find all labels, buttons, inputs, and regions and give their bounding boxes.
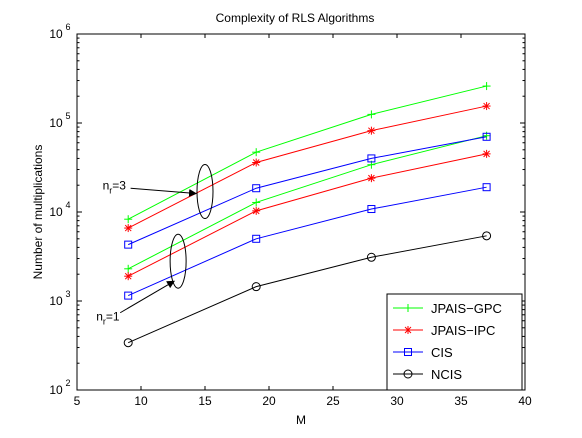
data-point	[367, 154, 376, 163]
x-tick-label: 30	[390, 394, 404, 408]
annotation-arrow	[130, 187, 197, 197]
data-point	[367, 205, 376, 214]
data-point	[367, 110, 376, 119]
x-tick-label: 5	[74, 394, 81, 408]
series-line	[127, 85, 487, 220]
svg-text:3: 3	[65, 289, 70, 299]
series-line	[127, 153, 487, 277]
legend-marker	[403, 369, 413, 379]
data-point	[252, 198, 261, 207]
legend-label: CIS	[431, 345, 453, 360]
data-point	[482, 82, 491, 91]
annotation-ellipse	[169, 233, 187, 289]
data-point	[482, 102, 491, 111]
x-tick-label: 40	[518, 394, 532, 408]
y-tick-label: 10 5	[49, 111, 70, 130]
svg-text:10: 10	[49, 383, 63, 397]
y-tick-label: 10 4	[49, 200, 70, 219]
data-point	[124, 240, 133, 249]
legend: JPAIS−GPC JPAIS−IPC CIS NCIS	[386, 293, 523, 391]
legend-item: JPAIS−GPC	[393, 301, 502, 316]
y-tick-label: 10 6	[49, 22, 70, 41]
series-line	[127, 186, 487, 297]
series-cis-4	[124, 132, 491, 249]
data-point	[252, 148, 261, 157]
legend-label: NCIS	[431, 367, 462, 382]
annotation-arrow	[119, 280, 175, 314]
svg-text:2: 2	[65, 378, 70, 388]
legend-label: JPAIS−GPC	[431, 301, 502, 316]
legend-marker	[404, 304, 412, 312]
data-point	[252, 184, 261, 193]
legend-marker	[404, 326, 412, 334]
series-jpais-gpc-0	[124, 82, 491, 224]
svg-text:5: 5	[65, 111, 70, 121]
svg-text:10: 10	[49, 205, 63, 219]
series-line	[127, 136, 487, 246]
legend-marker	[404, 348, 412, 356]
series-line	[127, 235, 487, 344]
annotation-ellipse	[196, 163, 214, 219]
svg-text:4: 4	[65, 200, 70, 210]
svg-text:10: 10	[49, 116, 63, 130]
data-point	[482, 132, 491, 141]
legend-item: NCIS	[393, 367, 462, 382]
annotation-nr-1: nr=1	[96, 233, 187, 327]
annotation-label: nr=1	[96, 310, 120, 327]
y-axis-label: Number of multiplications	[31, 145, 45, 280]
x-axis-label: M	[296, 413, 306, 427]
data-point	[251, 282, 261, 292]
legend-item: JPAIS−IPC	[393, 323, 495, 338]
x-tick-label: 35	[454, 394, 468, 408]
annotation-nr-0: nr=3	[103, 163, 214, 219]
legend-label: JPAIS−IPC	[431, 323, 495, 338]
data-point	[124, 215, 133, 224]
svg-text:10: 10	[49, 27, 63, 41]
data-point	[252, 206, 261, 215]
data-point	[124, 224, 133, 233]
data-point	[124, 291, 133, 300]
svg-text:6: 6	[65, 22, 70, 32]
series-ncis-6	[123, 231, 492, 348]
x-tick-label: 10	[134, 394, 148, 408]
x-tick-label: 25	[326, 394, 340, 408]
data-point	[366, 252, 376, 262]
data-point	[252, 234, 261, 243]
annotation-label: nr=3	[103, 178, 127, 195]
data-point	[252, 158, 261, 167]
legend-item: CIS	[393, 345, 453, 360]
series-cis-5	[124, 183, 491, 300]
data-point	[124, 264, 133, 273]
x-tick-label: 15	[198, 394, 212, 408]
series-jpais-ipc-3	[124, 149, 491, 281]
series-line	[127, 135, 487, 270]
data-point	[482, 231, 492, 241]
data-point	[482, 183, 491, 192]
data-point	[367, 174, 376, 183]
y-tick-label: 10 2	[49, 378, 70, 397]
data-point	[482, 149, 491, 158]
y-tick-label: 10 3	[49, 289, 70, 308]
x-tick-label: 20	[262, 394, 276, 408]
data-point	[123, 338, 133, 348]
data-point	[124, 272, 133, 281]
svg-text:10: 10	[49, 294, 63, 308]
data-point	[367, 126, 376, 135]
chart-title: Complexity of RLS Algorithms	[216, 11, 375, 25]
